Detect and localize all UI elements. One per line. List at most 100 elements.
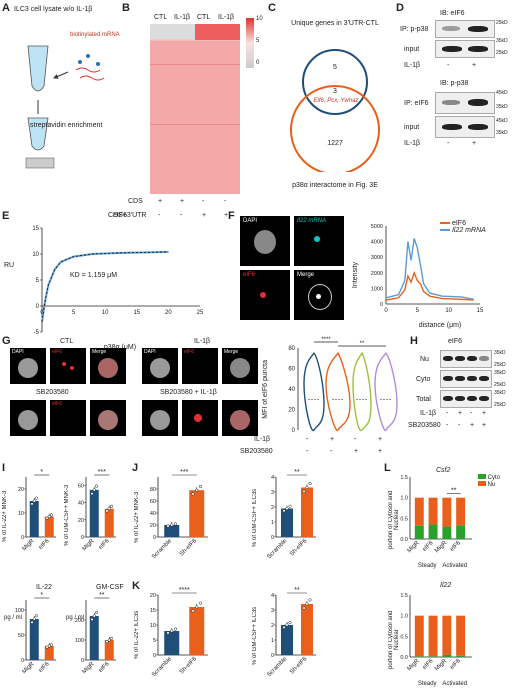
data-point xyxy=(288,504,292,508)
marker: 35kD xyxy=(494,350,506,356)
group-label: Activated xyxy=(442,681,467,687)
blot-band xyxy=(455,356,465,361)
sig-label: * xyxy=(40,469,43,476)
violin xyxy=(303,351,325,432)
bar-nu xyxy=(428,615,438,657)
x-tick-label: Sh-eIF6 xyxy=(179,538,199,558)
y-tick-label: 50 xyxy=(18,633,24,639)
violin xyxy=(374,351,398,432)
y-tick-label: 20 xyxy=(150,593,156,599)
y-tick-label: 1.0 xyxy=(400,614,408,620)
y-tick-label: 40 xyxy=(288,387,295,393)
g-micro xyxy=(142,400,178,436)
blot-band xyxy=(468,99,488,106)
y-tick-label: 0 xyxy=(81,535,84,541)
data-point xyxy=(173,522,178,526)
treatment-mark: + xyxy=(472,140,477,147)
bar-cyto xyxy=(442,654,452,657)
l2-title: Il22 xyxy=(440,582,452,589)
treatment-mark: - xyxy=(447,140,450,147)
bar xyxy=(164,525,180,537)
panel-h-label: H xyxy=(410,335,418,347)
y-tick-label: 0.5 xyxy=(400,634,408,640)
row-utr-label: CDS+3'UTR xyxy=(108,212,147,219)
marker: 35kD xyxy=(496,104,508,110)
heatmap-col-4: IL-1β xyxy=(218,14,235,21)
h-strip-cyto xyxy=(440,370,492,388)
data-point xyxy=(305,602,309,606)
sig-label: ** xyxy=(294,587,300,594)
heatmap-col-1: CTL xyxy=(154,14,168,21)
chart-e-kd: KD = 1.159 μM xyxy=(70,272,118,279)
bar-cyto xyxy=(428,524,438,539)
bar xyxy=(89,489,99,537)
data-point xyxy=(30,502,34,506)
il-mark: - xyxy=(470,410,473,417)
sig-label: **** xyxy=(321,337,331,343)
x-tick-label: 10 xyxy=(445,308,452,314)
sb-mark: + xyxy=(354,448,359,455)
bar xyxy=(44,646,54,660)
y-tick-label: 5 xyxy=(36,278,40,284)
sig-label: ** xyxy=(99,592,105,599)
sig-label: *** xyxy=(98,469,106,476)
micrograph-mrna: Il22 mRNA xyxy=(294,216,344,266)
data-point xyxy=(302,606,306,610)
y-tick-label: 15 xyxy=(32,226,39,232)
marker: 25kD xyxy=(494,382,506,388)
sb-mark: + xyxy=(378,448,383,455)
panel-b-label: B xyxy=(122,2,130,14)
enrichment-label: streptavidin enrichment xyxy=(30,122,103,129)
bar-cyto xyxy=(414,525,424,539)
bar-cyto xyxy=(456,655,466,657)
data-point xyxy=(45,516,49,520)
y-tick-label: 0.5 xyxy=(400,516,408,522)
g-micro: eIF6 xyxy=(50,348,86,384)
violin-row-sb: SB203580 xyxy=(240,448,273,455)
sb-mark: - xyxy=(458,422,461,429)
h-strip-total xyxy=(440,390,492,408)
data-point xyxy=(195,488,199,492)
y-tick-label: 10 xyxy=(150,623,156,629)
blot-band xyxy=(442,100,460,105)
x-tick-label: eIF6 xyxy=(38,538,51,551)
x-tick-label: eIF6 xyxy=(38,661,51,674)
y-tick-label: 40 xyxy=(150,511,156,517)
chart-f-ylabel: Intensity xyxy=(352,262,359,289)
g-micro xyxy=(182,400,218,436)
blot-band xyxy=(479,396,489,401)
y-tick-label: 0 xyxy=(21,535,24,541)
y-tick-label: 40 xyxy=(78,501,84,507)
x-tick-label: MigR xyxy=(434,658,449,673)
data-point xyxy=(166,524,170,528)
h-il1b-label: IL-1β xyxy=(420,410,437,417)
blot-band xyxy=(442,46,462,52)
data-point xyxy=(32,617,36,621)
venn-overlap-count: 3 xyxy=(333,88,337,95)
h-row-total: Total xyxy=(416,396,431,403)
x-tick-label: 10 xyxy=(102,310,109,316)
y-tick-label: 0.0 xyxy=(400,537,408,543)
blot-band xyxy=(443,396,453,401)
data-point xyxy=(282,625,286,629)
x-tick-label: 0 xyxy=(384,308,388,314)
x-tick-label: MigR xyxy=(407,658,422,673)
eif6-puncta xyxy=(260,292,266,298)
data-point xyxy=(198,601,203,605)
marker: 35kD xyxy=(496,38,508,44)
x-tick-label: 20 xyxy=(165,310,172,316)
y-tick-label: 1.0 xyxy=(400,496,408,502)
y-tick-label: 20 xyxy=(150,523,156,529)
data-point xyxy=(282,509,286,513)
nucleus-outline xyxy=(308,284,332,310)
chart-f-legend: eIF6 Il22 mRNA xyxy=(440,220,486,234)
legend-il22: Il22 mRNA xyxy=(440,227,486,234)
sb-mark: + xyxy=(482,422,487,429)
y-tick-label: 0 xyxy=(380,302,383,308)
bar xyxy=(281,508,293,537)
micrograph-eif6: eIF6 xyxy=(240,270,290,320)
data-point xyxy=(94,610,99,615)
cds-mark: - xyxy=(202,198,205,205)
y-tick-label: 20 xyxy=(18,487,24,493)
y-tick-label: 100 xyxy=(75,638,84,644)
